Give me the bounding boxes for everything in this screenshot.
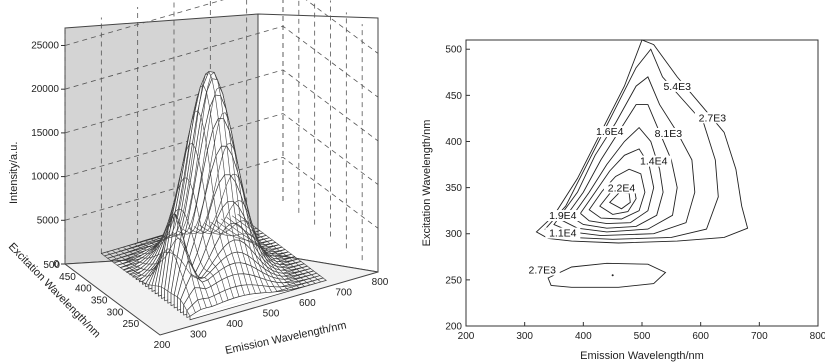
surface-column — [161, 70, 251, 295]
contour-label: 8.1E3 — [655, 128, 683, 140]
z-axis-label: Intensity/a.u. — [8, 142, 20, 204]
surface-column — [166, 71, 256, 294]
y-tick-label: 300 — [107, 307, 124, 318]
contour-line — [608, 191, 631, 210]
contour-point — [611, 274, 614, 277]
contour-label-bg — [545, 210, 581, 222]
x-tick-label: 800 — [372, 277, 389, 288]
surface-column — [237, 213, 327, 281]
contour-label-bg — [636, 155, 672, 167]
contour-label: 1.9E4 — [549, 210, 577, 222]
z-tick-label: 0 — [53, 259, 59, 270]
surface-column — [204, 223, 294, 290]
contour-label: 1.4E4 — [640, 156, 668, 168]
x-tick-label: 600 — [299, 298, 316, 309]
surface-column — [210, 221, 300, 288]
contour-x-tick-label: 500 — [634, 331, 651, 342]
surface-chart: 0 5000 10000 15000 20000 25000 200 300 400 500 600… — [6, 0, 389, 357]
z-tick-label: 5000 — [37, 215, 60, 226]
contour-label: 2.7E3 — [699, 112, 727, 124]
contour-y-tick-label: 450 — [445, 91, 462, 102]
surface-column — [172, 86, 262, 294]
contour-line — [570, 126, 664, 229]
contour-y-axis-label: Excitation Wavelength/nm — [421, 120, 433, 247]
x-tick-label: 400 — [226, 319, 243, 330]
z-tick-label: 20000 — [31, 84, 59, 95]
contour-label: 1.1E4 — [549, 228, 577, 240]
contour-y-tick-label: 500 — [445, 45, 462, 56]
surface-column — [117, 237, 207, 308]
surface-column — [188, 173, 278, 292]
surface-column — [155, 84, 245, 296]
contour-y-tick-label: 300 — [445, 229, 462, 240]
contour-label-bg — [524, 264, 560, 276]
z-tick-label: 10000 — [31, 172, 59, 183]
contour-label-bg — [659, 80, 695, 92]
contour-x-tick-label: 200 — [458, 331, 475, 342]
surface-column — [112, 213, 202, 310]
surface-column — [221, 218, 311, 286]
x-tick-label: 200 — [154, 340, 171, 351]
contour-label: 2.2E4 — [608, 182, 636, 194]
contour-labels: 5.4E3 2.7E3 1.6E4 8.1E3 1.4E4 2.2E4 1.9E4 1.1E4… — [524, 80, 730, 276]
contour-x-tick-label: 700 — [751, 331, 768, 342]
y-tick-label: 350 — [91, 296, 108, 307]
contour-label-bg — [603, 182, 639, 194]
surface-column — [215, 220, 305, 287]
contour-label: 1.6E4 — [596, 126, 624, 138]
contour-label-bg — [592, 126, 628, 138]
contour-y-tick-label: 350 — [445, 183, 462, 194]
x-tick-label: 700 — [335, 288, 352, 299]
contour-line — [579, 148, 655, 225]
z-grid-line — [64, 156, 379, 229]
surface-column — [182, 143, 273, 293]
y-tick-label: 400 — [75, 284, 92, 295]
surface-column — [231, 215, 321, 283]
x-tick-label: 300 — [190, 330, 207, 341]
surface-column — [101, 253, 191, 317]
contour-frame — [465, 39, 819, 327]
contour-x-tick-label: 800 — [810, 331, 825, 342]
contour-y-tick-label: 250 — [445, 275, 462, 286]
contour-label: 2.7E3 — [529, 264, 557, 276]
contour-label-bg — [545, 227, 581, 239]
y-tick-label: 250 — [122, 319, 139, 330]
surface-column — [139, 177, 229, 301]
z-tick-label: 15000 — [31, 128, 59, 139]
surface-column — [106, 248, 196, 313]
contour-line — [547, 262, 667, 288]
surface-column — [193, 200, 283, 292]
y-tick-label: 450 — [59, 272, 76, 283]
contour-y-tick-label: 200 — [445, 322, 462, 333]
z-grid-line — [64, 69, 379, 142]
contour-x-axis-label: Emission Wavelength/nm — [580, 350, 704, 362]
surface-column — [199, 220, 289, 291]
contour-label-bg — [694, 112, 730, 124]
contour-x-tick-label: 600 — [692, 331, 709, 342]
y-tick-label: 500 — [43, 260, 60, 271]
surface-column — [133, 208, 223, 303]
z-grid-line — [64, 113, 379, 185]
contour-label: 5.4E3 — [663, 81, 691, 93]
contour-line — [562, 104, 678, 233]
x-tick-label: 500 — [263, 309, 280, 320]
contour-chart: 200 300 400 500 600 700 800 200 250 300 350 400 450 5… — [421, 39, 825, 362]
surface-ticks: 0 5000 10000 15000 20000 25000 200 300 400 500 600… — [31, 40, 389, 351]
contour-x-tick-label: 300 — [516, 331, 533, 342]
contour-ticks: 200 300 400 500 600 700 800 200 250 300 350 400 450 5… — [445, 45, 825, 342]
surface-column — [226, 217, 316, 284]
contour-x-tick-label: 400 — [575, 331, 592, 342]
z-tick-label: 25000 — [31, 40, 59, 51]
surface-column — [177, 112, 267, 293]
surface-column — [122, 246, 213, 307]
contour-label-bg — [650, 127, 686, 139]
surface-mesh — [100, 70, 327, 321]
surface-column — [144, 143, 234, 299]
surface-column — [128, 234, 218, 305]
contour-y-tick-label: 400 — [445, 137, 462, 148]
